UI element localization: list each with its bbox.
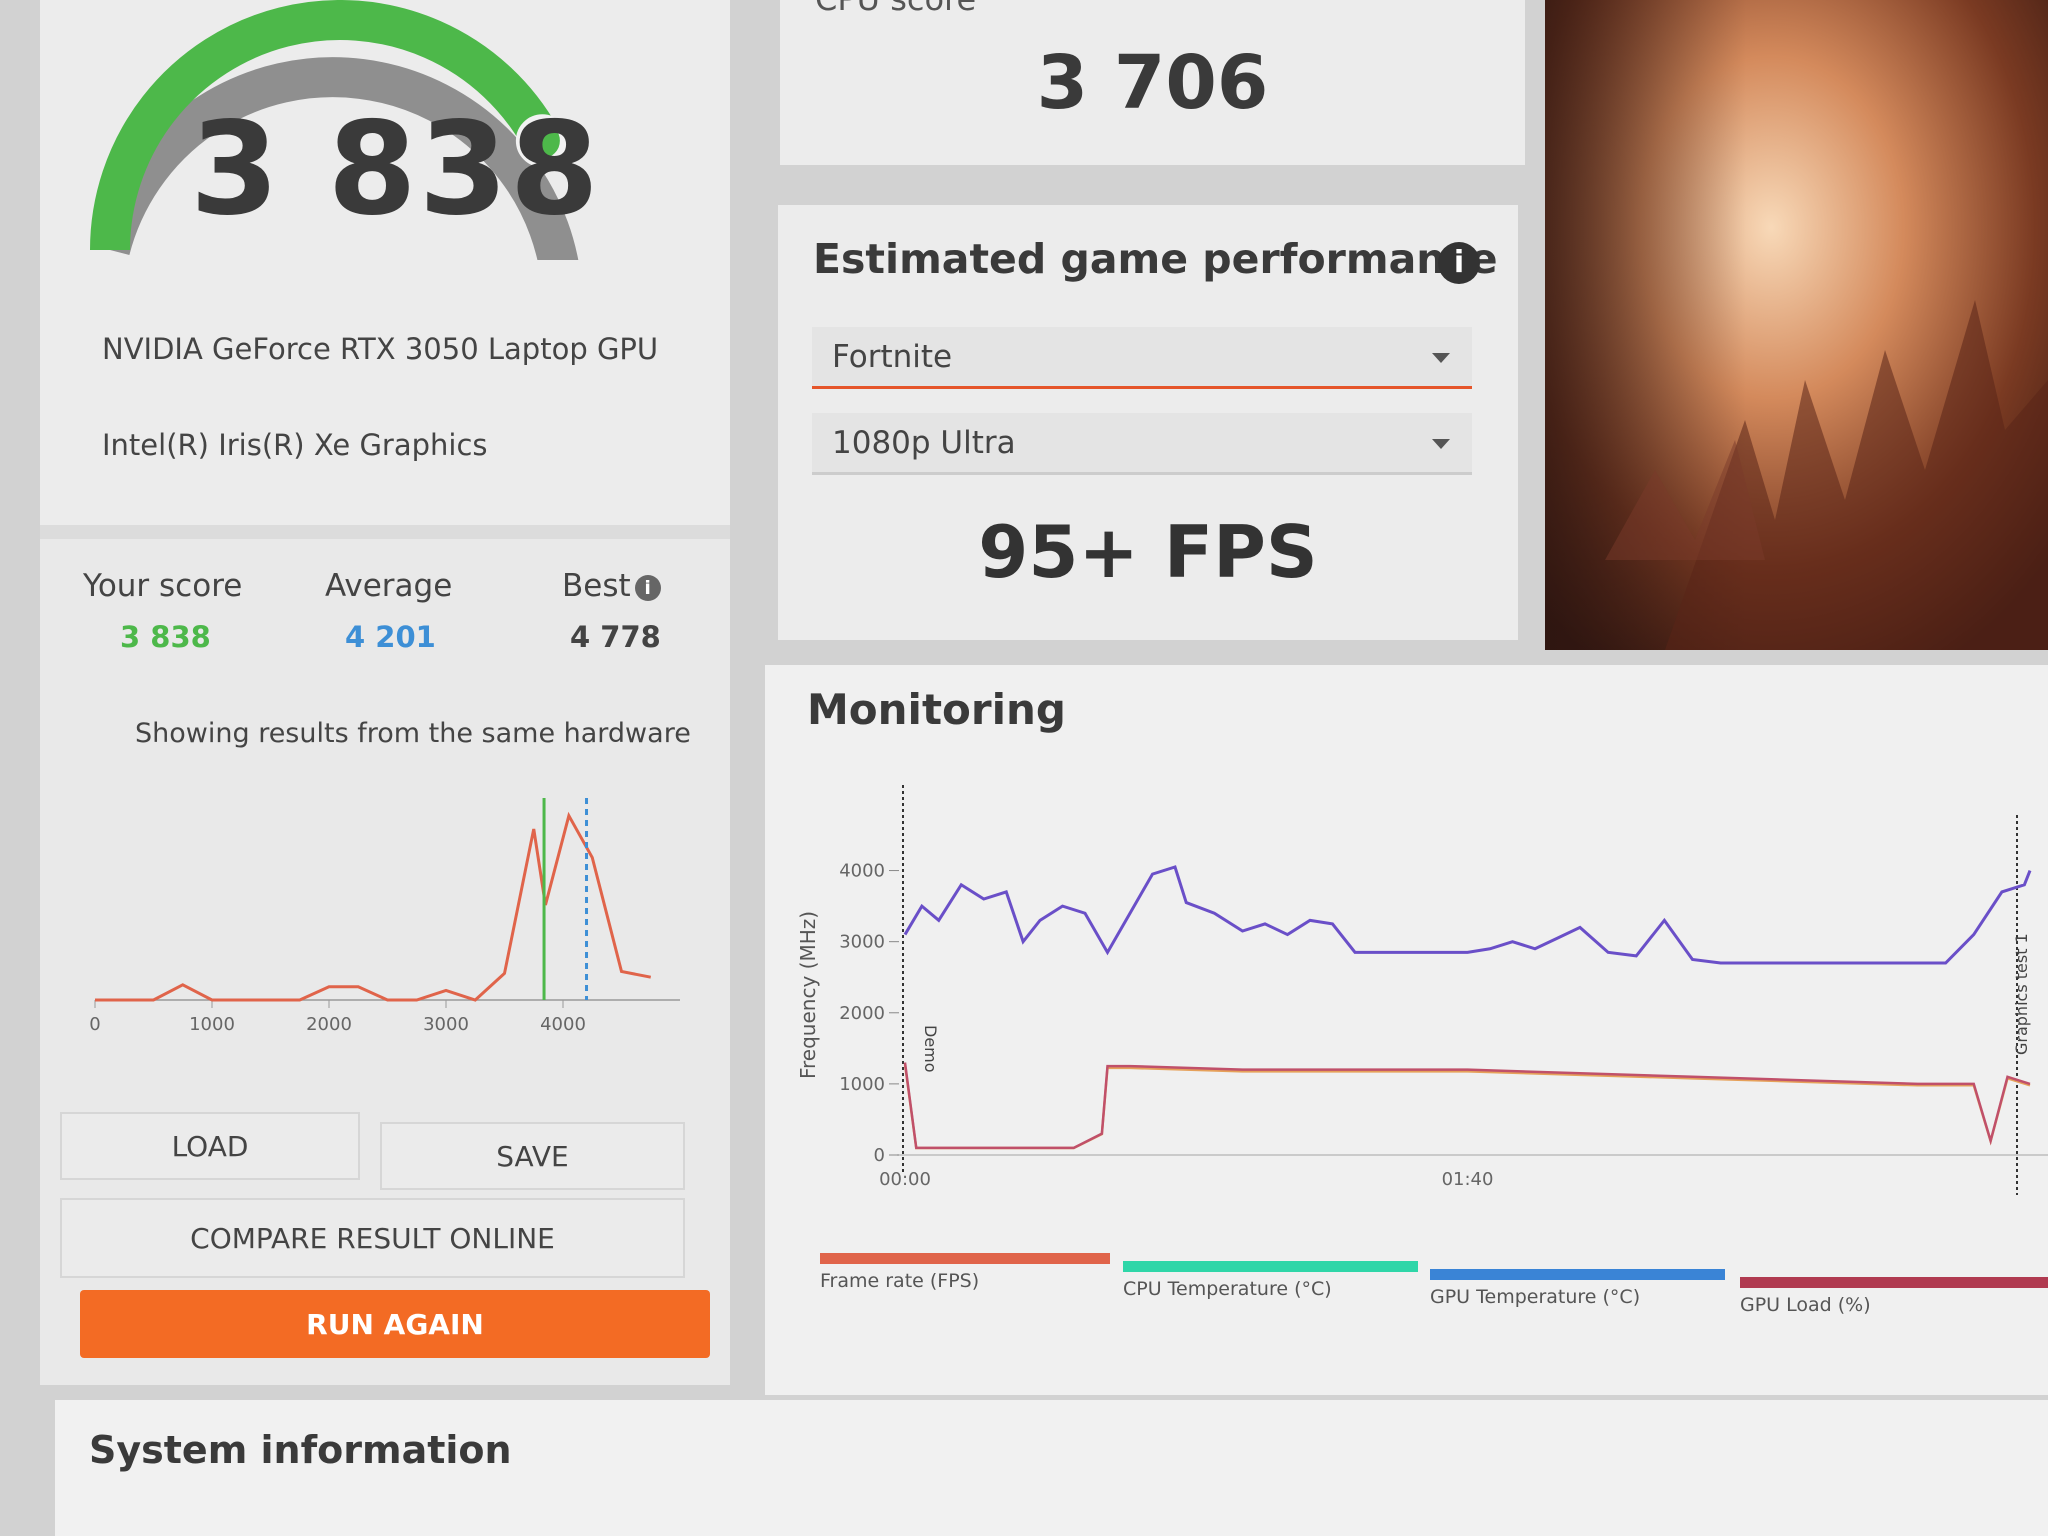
graphics-test-marker-label: Graphics test 1 bbox=[2012, 933, 2031, 1055]
gauge-track bbox=[90, 57, 579, 260]
estimated-fps-value: 95+ FPS bbox=[978, 510, 1318, 594]
gauge-fill bbox=[90, 0, 560, 251]
monitoring-y-axis-label: Frequency (MHz) bbox=[796, 911, 820, 1079]
legend-label-cpu-temperature: CPU Temperature (°C) bbox=[1123, 1278, 1332, 1300]
gpu-score-card: 3 838 NVIDIA GeForce RTX 3050 Laptop GPU… bbox=[40, 0, 730, 1385]
legend-label-gpu-load: GPU Load (%) bbox=[1740, 1294, 1871, 1316]
game-select[interactable]: Fortnite bbox=[812, 327, 1472, 389]
cpu-score-value: 3 706 bbox=[1036, 40, 1269, 126]
compare-result-online-button[interactable]: COMPARE RESULT ONLINE bbox=[60, 1198, 685, 1278]
monitoring-y-tick-label: 4000 bbox=[839, 861, 885, 882]
run-again-button[interactable]: RUN AGAIN bbox=[80, 1290, 710, 1358]
preset-select-value: 1080p Ultra bbox=[832, 425, 1016, 461]
gpu-score-summary: 3 838 NVIDIA GeForce RTX 3050 Laptop GPU… bbox=[40, 0, 730, 525]
distribution-x-tick-label: 3000 bbox=[423, 1014, 469, 1035]
gpu-load-series-line bbox=[903, 1062, 2031, 1150]
distribution-x-tick-label: 4000 bbox=[540, 1014, 586, 1035]
legend-label-gpu-temperature: GPU Temperature (°C) bbox=[1430, 1286, 1641, 1308]
best-value: 4 778 bbox=[570, 620, 661, 654]
average-label: Average bbox=[325, 568, 453, 604]
frequency-series-line bbox=[903, 865, 2032, 965]
monitoring-x-tick-label: 01:40 bbox=[1442, 1169, 1494, 1190]
secondary-gpu-name: Intel(R) Iris(R) Xe Graphics bbox=[102, 428, 488, 462]
monitoring-y-tick-label: 1000 bbox=[839, 1074, 885, 1095]
monitoring-x-tick-label: 00:00 bbox=[879, 1169, 931, 1190]
cpu-score-card: CPU score 3 706 bbox=[780, 0, 1525, 165]
legend-swatch-frame-rate bbox=[820, 1253, 1110, 1264]
system-information-title: System information bbox=[89, 1428, 512, 1472]
resolution-preset-select[interactable]: 1080p Ultra bbox=[812, 413, 1472, 475]
your-score-value: 3 838 bbox=[120, 620, 211, 654]
load-button[interactable]: LOAD bbox=[60, 1112, 360, 1180]
your-score-label: Your score bbox=[83, 568, 243, 604]
legend-swatch-gpu-temperature bbox=[1430, 1269, 1725, 1280]
legend-swatch-gpu-load bbox=[1740, 1277, 2048, 1288]
estimated-performance-title: Estimated game performance bbox=[813, 235, 1498, 283]
distribution-x-tick-label: 1000 bbox=[189, 1014, 235, 1035]
gpu-score-value: 3 838 bbox=[190, 95, 601, 244]
monitoring-title: Monitoring bbox=[807, 685, 1066, 734]
info-icon[interactable]: i bbox=[1438, 242, 1480, 284]
legend-swatch-cpu-temperature bbox=[1123, 1261, 1418, 1272]
game-select-value: Fortnite bbox=[832, 339, 953, 375]
gauge-knob bbox=[515, 114, 569, 168]
monitoring-card: Monitoring Frequency (MHz) 0 1000 2000 3000 4… bbox=[765, 665, 2048, 1395]
distribution-series-line bbox=[95, 811, 652, 1002]
chevron-down-icon bbox=[1432, 353, 1450, 363]
section-divider bbox=[40, 525, 730, 539]
info-icon[interactable]: i bbox=[634, 574, 661, 601]
monitoring-chart: Frequency (MHz) 0 1000 2000 3000 4000 00:00 01:… bbox=[796, 785, 2048, 1195]
estimated-game-performance-card: Estimated game performance i Fortnite 10… bbox=[778, 205, 1518, 640]
benchmark-artwork-image bbox=[1545, 0, 2048, 650]
system-information-card: System information bbox=[55, 1400, 2048, 1536]
demo-marker-label: Demo bbox=[921, 1025, 940, 1073]
monitoring-y-tick-label: 2000 bbox=[839, 1003, 885, 1024]
primary-gpu-name: NVIDIA GeForce RTX 3050 Laptop GPU bbox=[102, 332, 659, 366]
best-label: Best bbox=[562, 568, 631, 604]
score-distribution-chart: 0 1000 2000 3000 4000 bbox=[89, 798, 680, 1035]
monitoring-y-tick-label: 3000 bbox=[839, 932, 885, 953]
legend-label-frame-rate: Frame rate (FPS) bbox=[820, 1270, 980, 1292]
save-button[interactable]: SAVE bbox=[380, 1122, 685, 1190]
temperature-series-line bbox=[903, 1064, 2031, 1150]
cpu-score-label: CPU score bbox=[815, 0, 976, 18]
score-gauge bbox=[90, 0, 579, 260]
best-label-wrap: Best i bbox=[562, 568, 661, 604]
same-hardware-note: Showing results from the same hardware bbox=[135, 718, 691, 749]
monitoring-y-tick-label: 0 bbox=[874, 1145, 885, 1166]
chevron-down-icon bbox=[1432, 439, 1450, 449]
average-value: 4 201 bbox=[345, 620, 436, 654]
distribution-x-tick-label: 2000 bbox=[306, 1014, 352, 1035]
distribution-x-tick-label: 0 bbox=[89, 1014, 100, 1035]
